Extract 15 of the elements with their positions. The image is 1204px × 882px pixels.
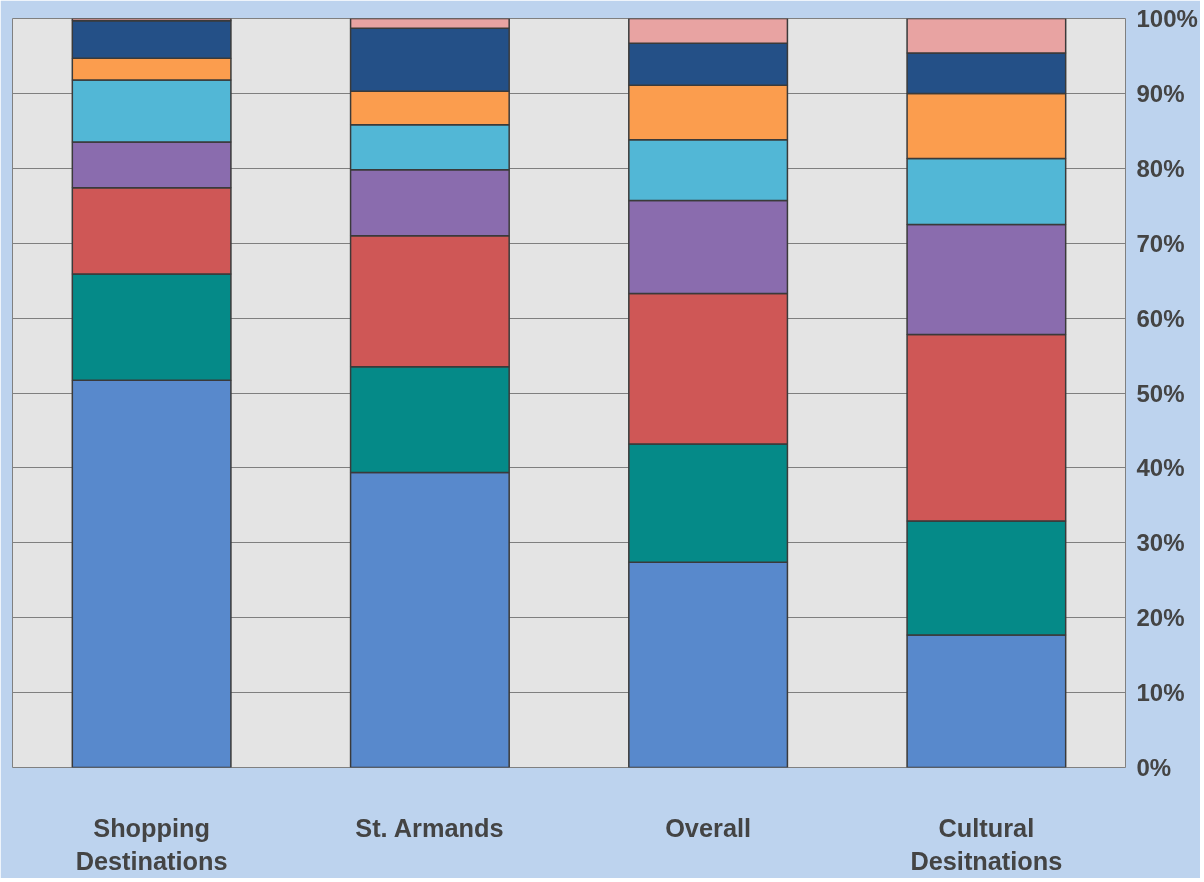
y-tick-label: 0%: [1136, 754, 1172, 781]
y-tick-label: 40%: [1136, 454, 1185, 482]
y-tick-label: 90%: [1136, 79, 1185, 107]
x-tick-label: St. Armands: [355, 813, 504, 842]
y-tick-label: 70%: [1136, 229, 1185, 257]
x-tick-label: Overall: [665, 813, 752, 842]
y-tick-label: 10%: [1136, 679, 1185, 707]
y-tick-label: 30%: [1136, 529, 1185, 557]
y-tick-label: 100%: [1136, 5, 1198, 32]
x-tick-label: Shopping Destinations: [75, 813, 228, 876]
y-tick-label: 80%: [1136, 154, 1185, 182]
y-tick-label: 20%: [1136, 604, 1185, 632]
x-tick-label: Cultural Desitnations: [910, 813, 1063, 876]
y-tick-label: 60%: [1136, 304, 1185, 332]
y-tick-label: 50%: [1136, 379, 1185, 407]
